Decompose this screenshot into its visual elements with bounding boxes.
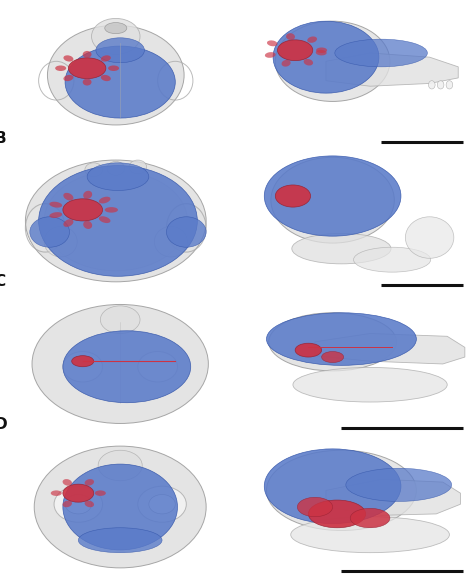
Ellipse shape — [98, 450, 142, 481]
Ellipse shape — [108, 65, 119, 71]
Ellipse shape — [83, 221, 92, 229]
Ellipse shape — [91, 19, 140, 54]
Ellipse shape — [54, 486, 102, 522]
Ellipse shape — [335, 39, 428, 67]
Ellipse shape — [63, 352, 102, 382]
Ellipse shape — [321, 352, 344, 363]
Ellipse shape — [354, 247, 431, 272]
Ellipse shape — [438, 81, 444, 89]
Ellipse shape — [316, 50, 327, 55]
Ellipse shape — [55, 65, 66, 71]
Ellipse shape — [34, 446, 206, 568]
Ellipse shape — [275, 185, 310, 207]
Ellipse shape — [155, 226, 187, 257]
Text: A: A — [0, 0, 6, 3]
Ellipse shape — [271, 157, 394, 243]
Ellipse shape — [275, 21, 390, 101]
Ellipse shape — [64, 55, 73, 62]
Ellipse shape — [44, 171, 187, 271]
Ellipse shape — [85, 501, 94, 508]
Ellipse shape — [166, 217, 206, 247]
Ellipse shape — [286, 33, 295, 40]
Polygon shape — [315, 333, 465, 364]
Ellipse shape — [63, 199, 102, 221]
Ellipse shape — [265, 52, 276, 58]
Ellipse shape — [64, 219, 73, 227]
Ellipse shape — [304, 59, 313, 66]
Ellipse shape — [78, 528, 162, 553]
Ellipse shape — [49, 202, 62, 208]
Ellipse shape — [266, 450, 416, 531]
Ellipse shape — [307, 37, 317, 43]
Ellipse shape — [100, 306, 140, 333]
Ellipse shape — [295, 343, 321, 357]
Ellipse shape — [264, 449, 401, 524]
Ellipse shape — [316, 48, 327, 53]
Ellipse shape — [64, 75, 73, 81]
Ellipse shape — [51, 491, 62, 496]
Ellipse shape — [277, 40, 313, 61]
Ellipse shape — [63, 331, 191, 403]
Ellipse shape — [309, 500, 365, 528]
Ellipse shape — [267, 40, 277, 47]
Ellipse shape — [291, 517, 449, 553]
Ellipse shape — [264, 156, 401, 236]
Ellipse shape — [30, 217, 70, 247]
Ellipse shape — [105, 207, 118, 212]
Ellipse shape — [68, 58, 106, 79]
Ellipse shape — [26, 160, 206, 282]
Ellipse shape — [107, 161, 125, 175]
Ellipse shape — [72, 356, 94, 367]
Ellipse shape — [83, 79, 91, 86]
Ellipse shape — [83, 191, 92, 199]
Ellipse shape — [49, 212, 62, 218]
Ellipse shape — [282, 60, 291, 66]
Text: C: C — [0, 274, 6, 289]
Ellipse shape — [63, 484, 94, 502]
Ellipse shape — [101, 55, 111, 62]
Ellipse shape — [87, 163, 149, 190]
Ellipse shape — [293, 367, 447, 402]
Ellipse shape — [99, 217, 110, 223]
Ellipse shape — [346, 469, 452, 502]
Ellipse shape — [63, 501, 72, 508]
Ellipse shape — [138, 352, 177, 382]
Ellipse shape — [297, 497, 333, 517]
Ellipse shape — [292, 233, 391, 264]
Ellipse shape — [405, 217, 454, 258]
Ellipse shape — [95, 491, 106, 496]
Ellipse shape — [65, 46, 175, 118]
Ellipse shape — [446, 81, 453, 89]
Ellipse shape — [32, 304, 209, 424]
Ellipse shape — [65, 495, 91, 514]
Ellipse shape — [38, 166, 197, 276]
Ellipse shape — [47, 26, 184, 125]
Ellipse shape — [96, 38, 145, 63]
Ellipse shape — [350, 509, 390, 528]
Ellipse shape — [101, 75, 111, 81]
Ellipse shape — [273, 21, 379, 93]
Ellipse shape — [129, 160, 146, 174]
Polygon shape — [326, 53, 458, 86]
Ellipse shape — [85, 479, 94, 485]
Text: B: B — [0, 131, 6, 146]
Ellipse shape — [138, 486, 186, 522]
Ellipse shape — [83, 51, 91, 58]
Ellipse shape — [266, 313, 416, 365]
Ellipse shape — [99, 197, 110, 204]
Ellipse shape — [64, 193, 73, 201]
Ellipse shape — [85, 163, 102, 177]
Ellipse shape — [63, 464, 177, 550]
Ellipse shape — [63, 479, 72, 485]
Polygon shape — [326, 480, 460, 515]
Ellipse shape — [149, 495, 175, 514]
Ellipse shape — [269, 313, 397, 371]
Text: D: D — [0, 417, 7, 432]
Ellipse shape — [44, 226, 77, 257]
Ellipse shape — [105, 23, 127, 34]
Ellipse shape — [428, 81, 435, 89]
